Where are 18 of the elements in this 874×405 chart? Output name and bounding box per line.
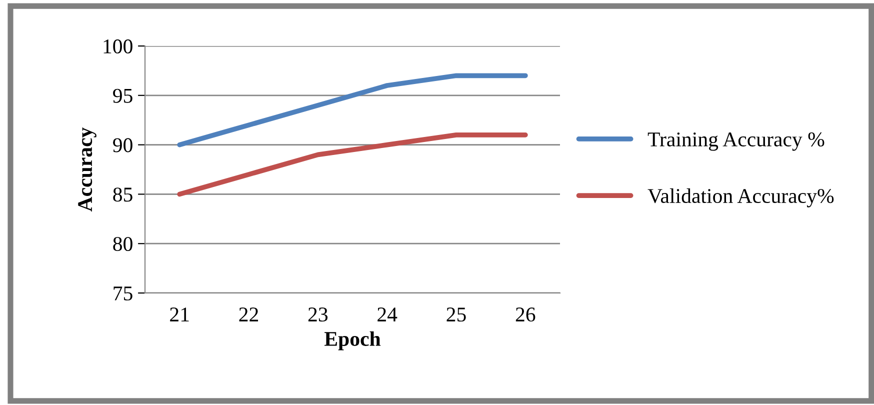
y-tick-label: 90 xyxy=(113,138,132,152)
x-tick-label: 25 xyxy=(446,308,466,322)
y-tick-label: 80 xyxy=(113,236,132,252)
line-series xyxy=(177,132,528,197)
y-tick-label: 75 xyxy=(114,286,132,300)
x-tick-label: 21 xyxy=(170,308,189,322)
x-tick-label: 23 xyxy=(308,308,328,322)
legend-label: Validation Accuracy% xyxy=(648,188,834,208)
x-tick-label: 22 xyxy=(239,308,258,322)
line-series xyxy=(177,73,528,148)
legend-label: Training Accuracy % xyxy=(648,132,824,151)
x-tick-label: 26 xyxy=(516,308,536,322)
x-axis-title: Epoch xyxy=(324,331,381,350)
x-tick-label: 24 xyxy=(378,308,398,322)
y-tick-label: 95 xyxy=(113,88,132,103)
y-tick-label: 100 xyxy=(104,39,132,54)
y-tick-label: 85 xyxy=(113,188,132,202)
y-axis-title: Accuracy xyxy=(78,127,96,212)
